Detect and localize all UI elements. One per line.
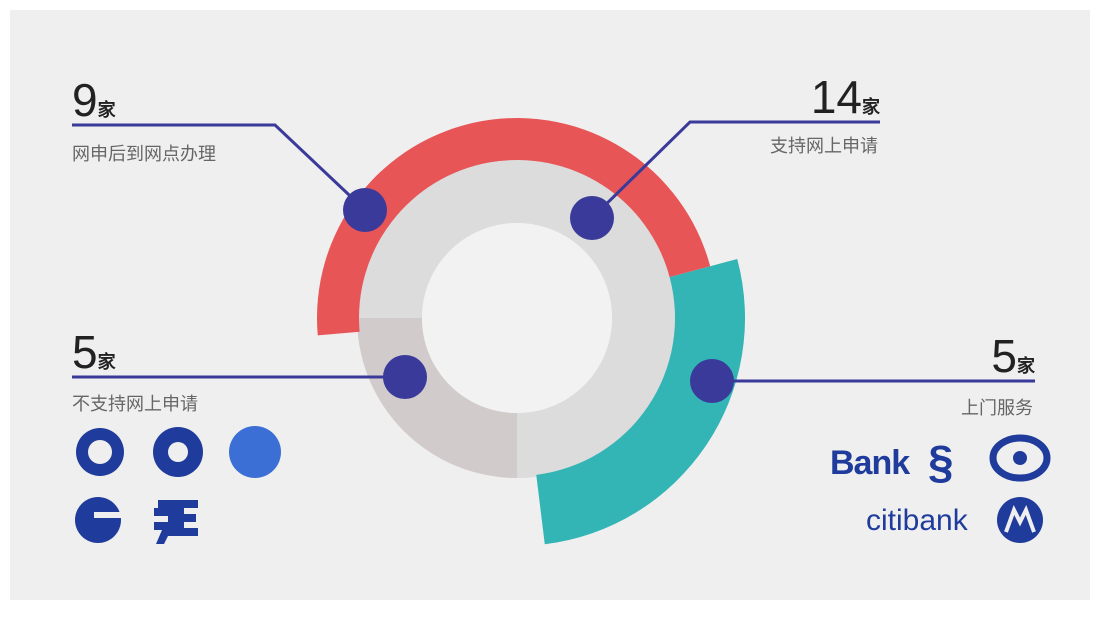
connector: [590, 120, 880, 220]
item-label: 上门服务: [961, 398, 1033, 419]
logos-right: Bank § citibank: [830, 434, 1051, 543]
item-value: 5家: [991, 330, 1036, 382]
dot: [383, 355, 427, 399]
logo: [229, 426, 281, 478]
dot: [570, 196, 614, 240]
logo: [989, 434, 1051, 482]
logo: [94, 512, 122, 518]
logo: [88, 440, 112, 464]
connector: [72, 123, 367, 212]
logos-left: [75, 426, 281, 544]
unit: 家: [98, 351, 117, 373]
item-value: 5家: [72, 326, 117, 378]
logo: §: [928, 436, 954, 488]
item-label: 不支持网上申请: [72, 394, 198, 415]
logo: [168, 442, 188, 462]
item-value: 14家: [811, 71, 881, 123]
value: 9: [72, 74, 98, 126]
logo-text: Bank: [830, 444, 910, 482]
logo-text: citibank: [866, 504, 969, 537]
dot: [343, 188, 387, 232]
dot: [690, 359, 734, 403]
unit: 家: [1017, 355, 1036, 377]
value: 5: [72, 326, 98, 378]
item-label: 支持网上申请: [770, 136, 878, 157]
value: 5: [991, 330, 1017, 382]
logo: [1013, 451, 1027, 465]
logo: [1004, 504, 1036, 533]
ring-segment: [536, 258, 745, 545]
ring-segment: [316, 118, 711, 336]
item-value: 9家: [72, 74, 117, 126]
value: 14: [811, 71, 862, 123]
item-label: 网申后到网点办理: [72, 144, 216, 165]
logo: [75, 497, 121, 543]
unit: 家: [98, 99, 117, 121]
unit: 家: [862, 96, 881, 118]
logo: [154, 500, 198, 544]
ring-hole: [422, 223, 612, 413]
